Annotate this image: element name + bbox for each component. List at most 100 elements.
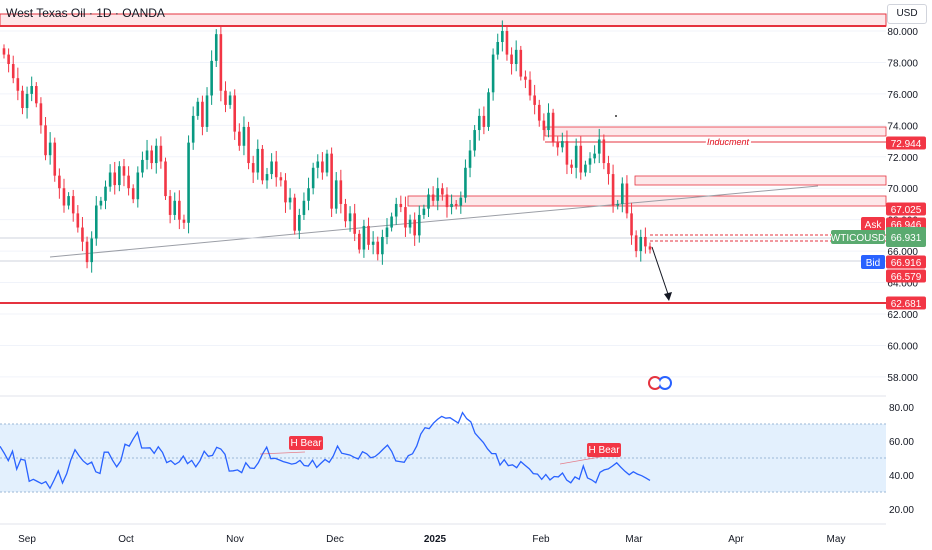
price-tick-label: 64.000 bbox=[887, 279, 918, 290]
time-axis[interactable]: Sep Oct Nov Dec 2025 Feb Mar Apr May bbox=[0, 523, 886, 545]
candle bbox=[422, 204, 426, 219]
candlestick-series bbox=[2, 20, 652, 273]
price-tag: 62.681 bbox=[886, 296, 926, 310]
price-tag: 66.931 WTICOUSD bbox=[831, 227, 926, 247]
candle bbox=[588, 152, 592, 173]
candle bbox=[173, 192, 177, 220]
candle bbox=[533, 84, 536, 115]
candle bbox=[639, 229, 643, 262]
candle bbox=[593, 145, 596, 164]
candle bbox=[136, 166, 140, 208]
candle bbox=[71, 189, 75, 222]
candle bbox=[159, 136, 163, 169]
h-bear-label-2[interactable]: H Bear bbox=[587, 443, 621, 457]
arrow-head bbox=[664, 292, 672, 301]
candle bbox=[436, 177, 440, 211]
candle bbox=[178, 190, 181, 230]
candle bbox=[205, 87, 209, 132]
candle bbox=[574, 138, 578, 179]
candle bbox=[131, 184, 135, 204]
trendline-upper[interactable] bbox=[369, 185, 819, 228]
order-block-zone[interactable] bbox=[407, 195, 887, 207]
candle bbox=[556, 136, 560, 156]
price-tags: 67.02566.946Ask66.931WTICOUSD66.916Bid66… bbox=[831, 136, 926, 310]
rsi-band bbox=[0, 424, 886, 492]
svg-text:62.681: 62.681 bbox=[891, 299, 922, 310]
candle bbox=[228, 91, 232, 109]
currency-button[interactable]: USD bbox=[887, 4, 927, 24]
time-tick-label: Mar bbox=[625, 534, 643, 545]
candle bbox=[242, 116, 246, 156]
time-tick-label: Nov bbox=[226, 534, 244, 545]
inducement-label: Inducment bbox=[707, 137, 750, 147]
candle bbox=[565, 130, 569, 175]
candle bbox=[85, 236, 89, 269]
price-tag: 66.579 bbox=[886, 269, 926, 283]
candle bbox=[58, 168, 61, 199]
price-tick-label: 70.000 bbox=[887, 184, 918, 195]
candle bbox=[630, 202, 633, 245]
candle bbox=[11, 55, 15, 84]
candle bbox=[48, 132, 52, 165]
candle bbox=[99, 196, 103, 210]
candle bbox=[316, 154, 320, 179]
time-tick-label: Dec bbox=[326, 534, 344, 545]
candle bbox=[35, 82, 38, 108]
candle bbox=[607, 155, 610, 185]
candle bbox=[44, 117, 47, 161]
candle bbox=[108, 164, 112, 192]
candle bbox=[307, 177, 310, 211]
svg-text:WTICOUSD: WTICOUSD bbox=[831, 233, 885, 244]
candle bbox=[477, 108, 481, 141]
bear-divergence-line-2 bbox=[559, 456, 601, 465]
candle bbox=[417, 205, 421, 243]
candle bbox=[334, 172, 338, 214]
candle bbox=[597, 128, 601, 164]
candle bbox=[16, 67, 20, 101]
candle bbox=[191, 106, 195, 150]
candle bbox=[279, 172, 283, 187]
candle bbox=[298, 208, 301, 240]
svg-text:67.025: 67.025 bbox=[891, 205, 922, 216]
price-tick-label: 62.000 bbox=[887, 310, 918, 321]
rsi-tick-label: 80.00 bbox=[889, 403, 914, 414]
rsi-tick-label: 40.00 bbox=[889, 471, 914, 482]
rsi-axis[interactable]: 80.00 60.00 40.00 20.00 bbox=[889, 403, 914, 516]
candle bbox=[30, 76, 33, 102]
candle bbox=[404, 196, 407, 237]
candle bbox=[524, 70, 527, 89]
candle bbox=[644, 227, 647, 254]
supply-zone-lower[interactable] bbox=[634, 175, 887, 186]
inducement-label-text: Inducment bbox=[707, 137, 750, 147]
candle bbox=[376, 236, 380, 261]
candle bbox=[201, 95, 204, 136]
candle bbox=[25, 86, 29, 119]
svg-text:H Bear: H Bear bbox=[290, 438, 322, 449]
candle bbox=[482, 106, 486, 135]
candle bbox=[141, 151, 144, 178]
candle bbox=[113, 161, 117, 195]
candle bbox=[611, 164, 615, 213]
candle bbox=[459, 191, 463, 214]
trendline-lower[interactable] bbox=[49, 226, 371, 258]
candle bbox=[251, 155, 255, 184]
candle bbox=[104, 180, 107, 210]
candle bbox=[122, 158, 126, 187]
candle bbox=[487, 88, 490, 131]
candle bbox=[505, 25, 509, 61]
candle bbox=[325, 149, 329, 177]
economic-events-icon[interactable] bbox=[648, 376, 672, 390]
candle bbox=[648, 242, 652, 254]
svg-text:66.579: 66.579 bbox=[891, 272, 922, 283]
h-bear-label-1[interactable]: H Bear bbox=[289, 436, 323, 450]
candle bbox=[247, 121, 250, 170]
candle bbox=[81, 216, 84, 252]
supply-zone-upper[interactable] bbox=[544, 126, 887, 137]
candle bbox=[67, 192, 70, 210]
candle bbox=[150, 145, 153, 170]
candle bbox=[385, 218, 389, 245]
projection-arrow[interactable] bbox=[651, 246, 670, 298]
candle bbox=[233, 89, 237, 140]
candle bbox=[561, 132, 564, 153]
